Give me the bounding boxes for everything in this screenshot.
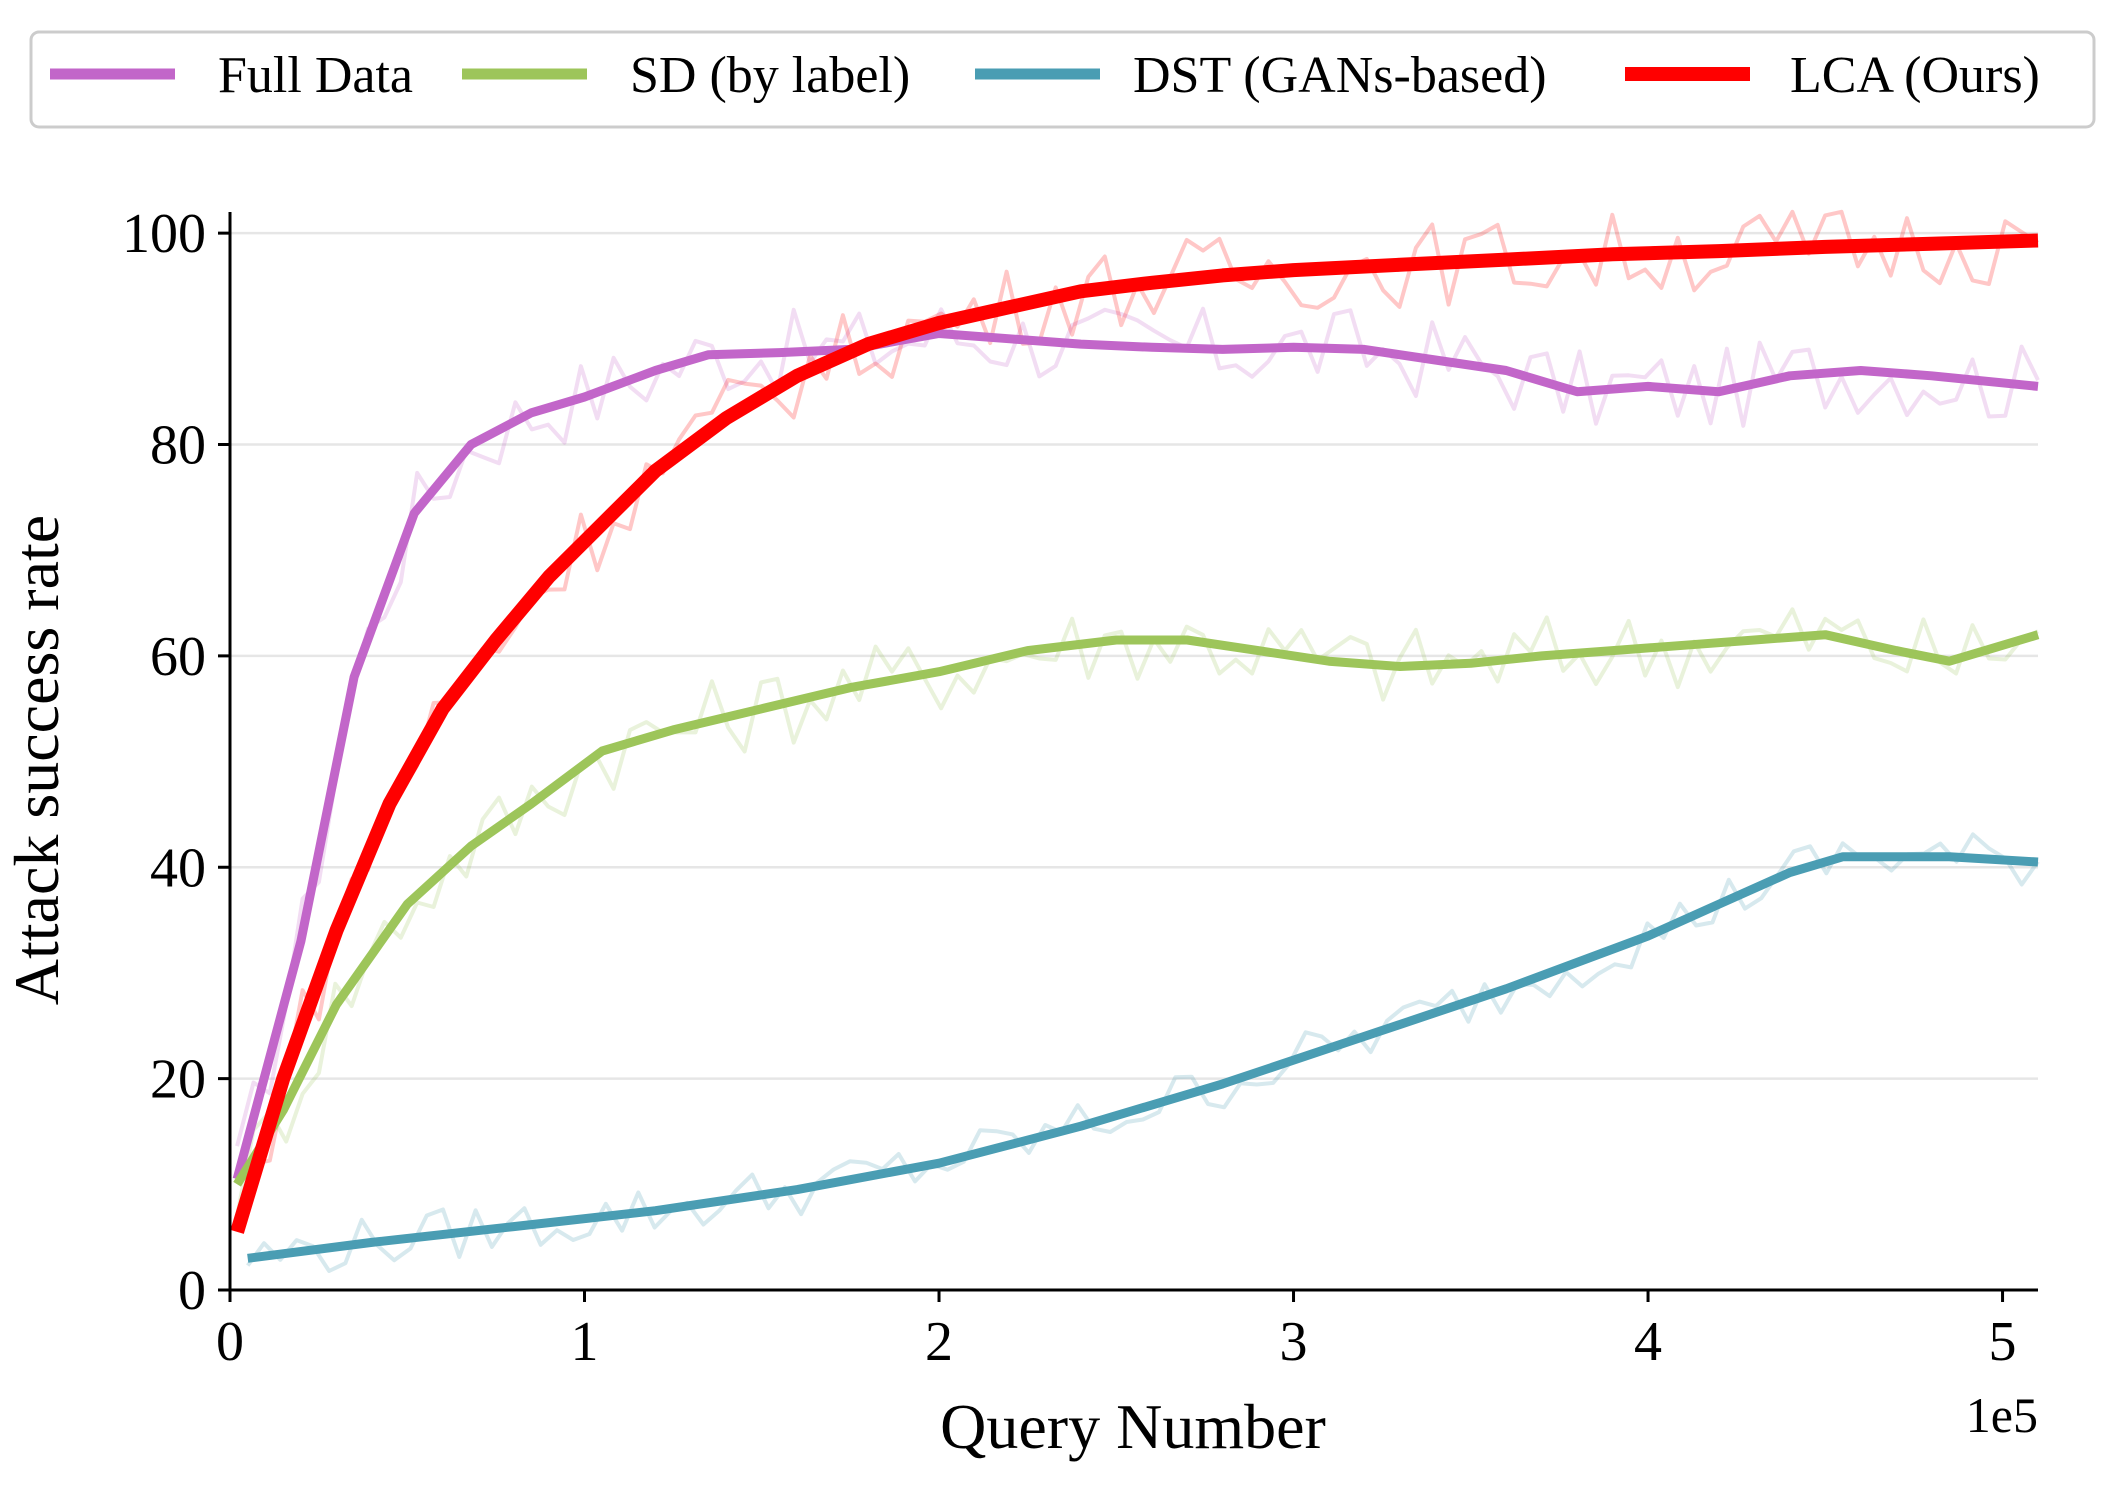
ticks: 0 20 40 60 80 100 0 1 2 3 4 5: [122, 203, 2017, 1373]
y-tick-label-0: 0: [178, 1260, 206, 1322]
y-tick-label-40: 40: [150, 837, 206, 899]
y-tick-label-80: 80: [150, 415, 206, 477]
x-axis-label: Query Number: [940, 1391, 1326, 1462]
x-tick-label-3: 3: [1280, 1311, 1308, 1373]
legend-label-dst-gans-based: DST (GANs-based): [1133, 47, 1547, 104]
series-raw-dst-gans-based: [246, 832, 2040, 1273]
axes: [228, 212, 2038, 1292]
legend: Full Data SD (by label) DST (GANs-based)…: [29, 30, 2096, 129]
y-tick-label-60: 60: [150, 626, 206, 688]
x-tick-label-1: 1: [571, 1311, 599, 1373]
legend-label-lca-ours: LCA (Ours): [1790, 47, 2040, 104]
y-tick-label-20: 20: [150, 1049, 206, 1111]
series-line-full-data: [232, 329, 2039, 1181]
legend-label-sd-by-label: SD (by label): [630, 47, 910, 104]
series-raw-sd-by-label: [235, 607, 2039, 1217]
y-tick-label-100: 100: [122, 203, 206, 265]
series-lines: [230, 209, 2040, 1273]
series-line-sd-by-label: [233, 630, 2040, 1187]
gridlines: [230, 231, 2038, 1080]
x-tick-label-2: 2: [925, 1311, 953, 1373]
x-tick-label-5: 5: [1989, 1311, 2017, 1373]
y-axis-label: Attack success rate: [1, 515, 72, 1005]
x-scale-offset-label: 1e5: [1966, 1387, 2038, 1443]
x-tick-label-4: 4: [1634, 1311, 1662, 1373]
series-line-dst-gans-based: [247, 852, 2039, 1263]
series-raw-full-data: [235, 306, 2040, 1147]
series-line-lca-ours: [230, 233, 2039, 1234]
x-tick-label-0: 0: [216, 1311, 244, 1373]
legend-label-full-data: Full Data: [218, 47, 413, 104]
